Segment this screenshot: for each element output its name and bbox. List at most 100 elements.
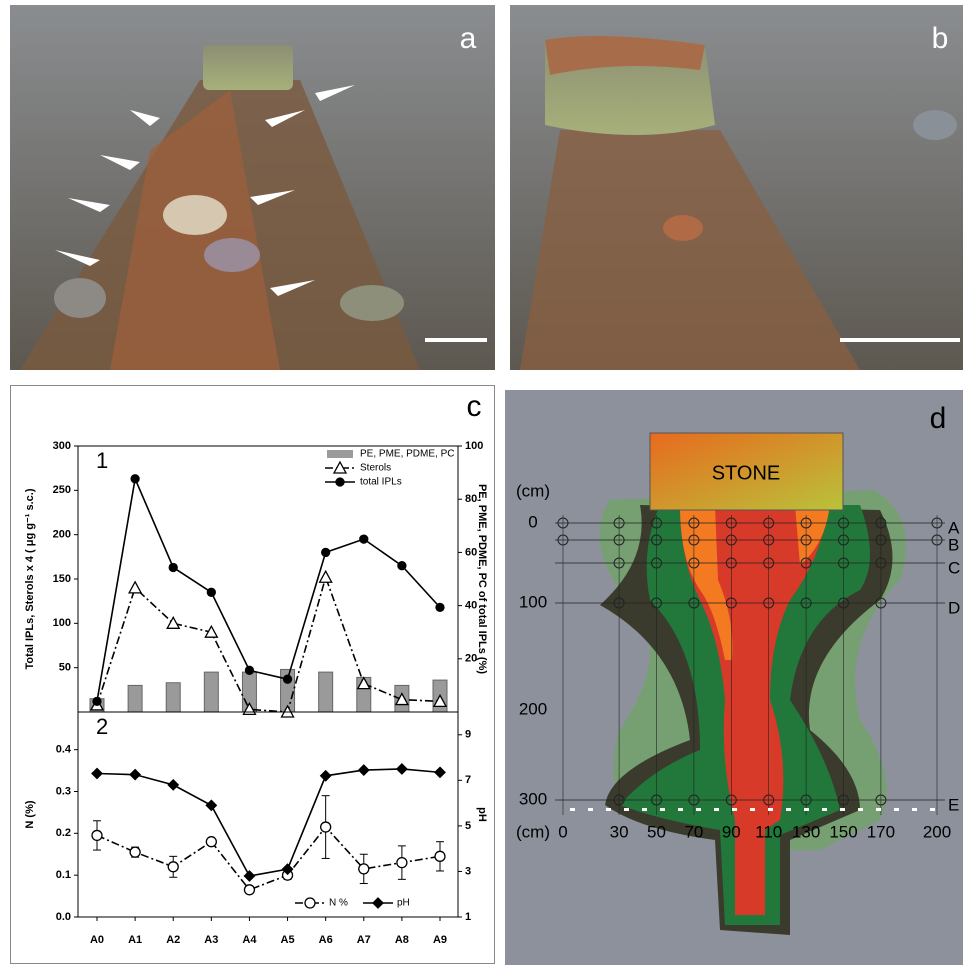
y-label: 300 bbox=[519, 789, 547, 808]
x-tick-label: A1 bbox=[128, 934, 142, 946]
y-label: 0 bbox=[528, 512, 537, 531]
legend-label: Sterols bbox=[360, 463, 391, 474]
page: a b c 15010015020025030020406080100Total… bbox=[0, 0, 963, 970]
scale-dash bbox=[732, 808, 737, 811]
x-tick-label: A9 bbox=[433, 934, 447, 946]
x-label: 70 bbox=[684, 822, 703, 841]
y-tick-label: 0.0 bbox=[56, 911, 71, 923]
bar bbox=[204, 672, 218, 712]
y-tick-label: 300 bbox=[53, 440, 71, 452]
x-label: 90 bbox=[722, 822, 741, 841]
marker bbox=[397, 858, 407, 868]
legend-swatch bbox=[327, 450, 353, 458]
scale-dash bbox=[642, 808, 647, 811]
y2-tick-label: 7 bbox=[465, 774, 471, 786]
y-tick-label: 250 bbox=[53, 484, 71, 496]
legend-marker bbox=[336, 478, 344, 486]
y2-tick-label: 20 bbox=[465, 653, 477, 665]
scale-dash bbox=[660, 808, 665, 811]
x-tick-label: A8 bbox=[395, 934, 409, 946]
scale-dash bbox=[768, 808, 773, 811]
y-axis-label: N (%) bbox=[24, 800, 36, 828]
scale-dash bbox=[678, 808, 683, 811]
y-tick-label: 200 bbox=[53, 529, 71, 541]
legend-label: PE, PME, PDME, PC bbox=[360, 449, 454, 460]
marker bbox=[359, 864, 369, 874]
y-label: 100 bbox=[519, 592, 547, 611]
scale-dash bbox=[786, 808, 791, 811]
y2-axis-label: PE, PME, PDME, PC of total IPLs (%) bbox=[476, 484, 488, 674]
x-tick-label: A5 bbox=[281, 934, 295, 946]
y-axis-label: Total IPLs, Sterols x 4 ( μg g⁻¹ s.c.) bbox=[24, 488, 36, 669]
x-label: 170 bbox=[867, 822, 895, 841]
y2-tick-label: 60 bbox=[465, 546, 477, 558]
chart-annotation: 2 bbox=[96, 714, 108, 739]
bar bbox=[166, 683, 180, 712]
figure: a b c 15010015020025030020406080100Total… bbox=[0, 0, 963, 965]
stone-label: STONE bbox=[712, 462, 781, 484]
x-tick-label: A7 bbox=[357, 934, 371, 946]
x-label: 110 bbox=[755, 822, 782, 841]
legend-label: total IPLs bbox=[360, 477, 402, 488]
marker bbox=[436, 603, 444, 611]
panel-label: b bbox=[932, 22, 949, 55]
scale-dash bbox=[858, 808, 863, 811]
bar bbox=[128, 685, 142, 712]
y2-tick-label: 3 bbox=[465, 865, 471, 877]
y2-tick-label: 1 bbox=[465, 911, 471, 923]
marker bbox=[93, 697, 101, 705]
legend-label: N % bbox=[329, 898, 348, 909]
x-tick-label: A3 bbox=[204, 934, 218, 946]
chart-annotation: 1 bbox=[96, 448, 108, 473]
marker bbox=[435, 851, 445, 861]
y-tick-label: 0.4 bbox=[56, 744, 72, 756]
scale-dash bbox=[606, 808, 611, 811]
bar bbox=[319, 672, 333, 712]
y-tick-label: 100 bbox=[53, 617, 71, 629]
scale-dash bbox=[750, 808, 755, 811]
panel-label: d bbox=[930, 402, 947, 435]
marker bbox=[322, 548, 330, 556]
y-tick-label: 0.1 bbox=[56, 869, 71, 881]
photo-a: a bbox=[10, 5, 495, 370]
marker bbox=[321, 822, 331, 832]
y2-axis-label: pH bbox=[476, 807, 488, 822]
x-tick-label: A2 bbox=[166, 934, 180, 946]
marker bbox=[168, 862, 178, 872]
x-label: 0 bbox=[558, 822, 567, 841]
marker bbox=[130, 847, 140, 857]
y-label: 200 bbox=[519, 699, 547, 718]
x-tick-label: A6 bbox=[319, 934, 333, 946]
scale-dash bbox=[804, 808, 809, 811]
legend-label: pH bbox=[397, 898, 410, 909]
scale-dash bbox=[840, 808, 845, 811]
marker bbox=[207, 588, 215, 596]
scale-dash bbox=[912, 808, 917, 811]
marker bbox=[131, 475, 139, 483]
marker bbox=[92, 830, 102, 840]
y-unit: (cm) bbox=[516, 481, 550, 500]
scale-dash bbox=[894, 808, 899, 811]
scale-dash bbox=[930, 808, 935, 811]
marker bbox=[245, 666, 253, 674]
x-label: 130 bbox=[792, 822, 820, 841]
scale-dash bbox=[624, 808, 629, 811]
x-label: 200 bbox=[923, 822, 951, 841]
y-tick-label: 50 bbox=[59, 662, 71, 674]
row-label: C bbox=[948, 558, 960, 577]
marker bbox=[398, 562, 406, 570]
scale-dash bbox=[588, 808, 593, 811]
scale-dash bbox=[696, 808, 701, 811]
scale-dash bbox=[822, 808, 827, 811]
row-label: B bbox=[948, 535, 959, 554]
y2-tick-label: 9 bbox=[465, 729, 471, 741]
scale-dash bbox=[714, 808, 719, 811]
marker bbox=[206, 837, 216, 847]
x-unit: (cm) bbox=[516, 822, 550, 841]
y2-tick-label: 80 bbox=[465, 493, 477, 505]
marker bbox=[284, 675, 292, 683]
marker bbox=[244, 885, 254, 895]
x-label: 150 bbox=[829, 822, 857, 841]
